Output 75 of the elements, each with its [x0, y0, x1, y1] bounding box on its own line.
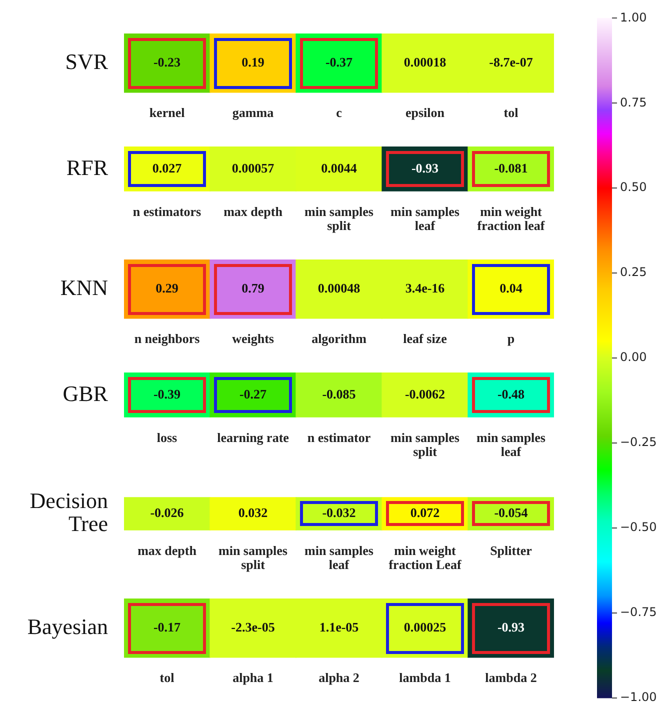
color-bar-label: −0.50	[620, 520, 657, 534]
x-tick-label: gamma	[232, 105, 274, 120]
color-bar-label: 0.00	[620, 350, 647, 364]
data-label: -0.032	[322, 505, 356, 520]
x-tick-label: Splitter	[490, 542, 532, 558]
x-tick-label: alpha 2	[318, 670, 360, 686]
x-tick-label: n estimator	[307, 430, 371, 445]
x-tick-label: max depth	[138, 542, 198, 558]
color-bar-label: 0.25	[620, 265, 647, 280]
y-tick-label: Decision Tree	[30, 488, 108, 536]
x-tick-label: min weight fraction leaf	[477, 204, 546, 234]
data-label: -8.7e-07	[489, 54, 534, 70]
data-label: 0.0044	[321, 160, 358, 176]
x-tick-label: lambda 1	[399, 670, 451, 686]
color-bar-label: 1.00	[620, 10, 647, 24]
data-label: -0.026	[150, 505, 184, 520]
y-tick-label: Bayesian	[27, 614, 108, 639]
x-tick-label: min samples split	[304, 204, 374, 234]
x-tick-label: min samples leaf	[476, 430, 546, 460]
x-tick-label: learning rate	[217, 430, 290, 445]
data-label: -0.48	[497, 386, 526, 402]
color-bar-label: 0.75	[620, 95, 647, 110]
x-tick-label: alpha 1	[232, 670, 274, 686]
x-tick-label: min weight fraction Leaf	[388, 542, 462, 572]
color-bar-label: −1.00	[620, 690, 657, 704]
x-tick-label: algorithm	[312, 331, 367, 346]
x-tick-label: kernel	[149, 105, 186, 120]
x-tick-label: min samples split	[218, 542, 288, 572]
data-label: 0.19	[242, 54, 265, 70]
data-label: 0.79	[242, 280, 265, 296]
data-label: 0.29	[156, 280, 179, 296]
data-label: 0.04	[500, 280, 523, 296]
data-label: -0.27	[239, 386, 268, 402]
x-tick-label: min samples leaf	[304, 542, 374, 572]
x-tick-label: tol	[160, 670, 175, 686]
x-tick-label: tol	[504, 105, 519, 120]
data-label: 0.00018	[404, 54, 447, 70]
data-label: 0.00048	[318, 280, 361, 296]
data-label: -0.93	[497, 619, 526, 634]
x-tick-label: n estimators	[132, 204, 202, 219]
data-label: -0.17	[153, 619, 182, 634]
y-tick-label: RFR	[66, 154, 108, 180]
x-tick-label: p	[507, 331, 515, 346]
data-label: -0.37	[325, 54, 354, 70]
x-tick-label: leaf size	[403, 331, 448, 346]
x-tick-label: weights	[232, 331, 274, 346]
x-tick-label: min samples leaf	[390, 204, 460, 234]
data-label: -0.93	[411, 160, 440, 176]
data-label: -0.081	[494, 160, 528, 176]
color-bar-label: −0.75	[620, 604, 657, 619]
data-label: -0.23	[153, 54, 182, 70]
data-label: -0.085	[322, 386, 356, 402]
data-label: 0.00025	[404, 619, 447, 634]
y-tick-label: SVR	[65, 48, 108, 74]
y-tick-label: GBR	[62, 380, 108, 406]
x-tick-label: c	[336, 105, 342, 120]
data-label: 0.00057	[232, 160, 275, 176]
x-tick-label: max depth	[224, 204, 284, 219]
data-label: 0.027	[152, 160, 182, 176]
data-label: -0.39	[153, 386, 182, 402]
data-label: 3.4e-16	[405, 280, 446, 296]
x-tick-label: lambda 2	[485, 670, 537, 686]
x-tick-label: n neighbors	[134, 331, 200, 346]
data-label: 0.072	[410, 505, 440, 520]
data-label: -0.054	[494, 505, 528, 520]
x-tick-label: epsilon	[405, 105, 446, 120]
data-label: -0.0062	[404, 386, 446, 402]
y-tick-label: KNN	[60, 274, 108, 300]
color-bar-label: −0.25	[620, 435, 657, 450]
x-tick-label: loss	[156, 430, 178, 445]
data-label: -2.3e-05	[231, 619, 276, 634]
color-bar-label: 0.50	[620, 180, 647, 194]
data-label: 1.1e-05	[319, 619, 360, 634]
x-tick-label: min samples split	[390, 430, 460, 460]
data-label: 0.032	[238, 505, 268, 520]
